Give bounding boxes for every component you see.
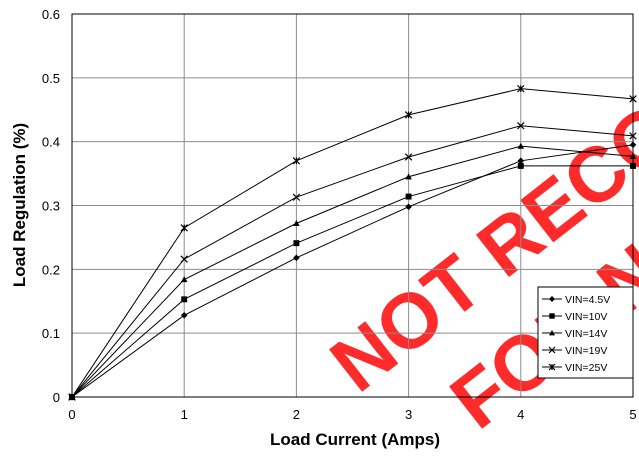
series-line [71,145,634,398]
data-point [629,132,637,140]
y-tick-label: 0.1 [42,326,60,341]
legend-label: VIN=4.5V [565,294,610,306]
y-tick-label: 0.4 [42,135,60,150]
legend-marker [549,296,555,302]
marker-stroke [180,255,188,263]
data-point [405,173,412,180]
data-point [629,141,637,149]
data-point [630,162,636,169]
series-group [68,84,637,401]
x-axis-title: Load Current (Amps) [270,430,440,449]
data-point [293,220,300,227]
legend-label: VIN=10V [565,311,607,323]
y-axis-title: Load Regulation (%) [10,123,29,287]
data-point [180,276,188,283]
y-tick-label: 0.2 [42,262,60,277]
data-point [405,203,412,211]
axes: 0 1 2 3 4 5 0 0.1 0.2 0.3 0.4 0.5 0.6 [42,7,637,422]
x-tick-label: 5 [629,407,636,422]
data-point [293,240,300,247]
marker-stroke [292,193,301,201]
legend-marker [549,313,555,319]
legend-marker [548,363,556,371]
legend-label: VIN=14V [565,328,607,340]
data-point [629,153,637,159]
data-point [180,311,188,319]
x-tick-label: 2 [293,407,300,422]
legend-item: VIN=14V [542,328,607,340]
y-tick-label: 0 [53,390,60,405]
data-point [405,193,412,200]
marker-stroke [548,346,556,354]
legend-item: VIN=25V [542,362,607,374]
data-point [68,393,76,401]
y-tick-label: 0.3 [42,199,60,214]
data-point [404,153,413,161]
x-tick-label: 0 [68,407,75,422]
legend-marker [548,346,556,354]
data-point [404,111,413,119]
data-point [293,254,300,262]
legend-item: VIN=4.5V [542,294,610,306]
data-point [629,95,637,103]
legend-item: VIN=10V [542,311,607,323]
legend-marker [549,330,555,336]
y-tick-label: 0.5 [42,71,60,86]
data-point [517,157,525,165]
y-tick-label: 0.6 [42,7,60,22]
data-point [517,162,524,169]
x-tick-label: 4 [517,407,524,422]
marker-stroke [517,121,525,130]
series-line [71,125,634,398]
marker-stroke [404,153,413,161]
legend: VIN=4.5V VIN=10V VIN=14V VIN=19V VIN=25V [537,286,634,379]
marker-stroke [629,132,637,140]
data-point [180,224,188,232]
watermark: NOT RECOMMENDED FOR NEW DESIGNS [314,0,639,445]
data-point [517,121,525,130]
x-tick-label: 3 [405,407,412,422]
data-point [517,142,525,149]
data-point [292,157,301,165]
series-line [71,165,633,398]
series-line [71,144,634,398]
legend-label: VIN=25V [565,362,607,374]
data-point [181,296,188,303]
data-point [517,84,525,93]
series-line [71,88,634,398]
data-point [292,193,301,201]
series-VIN=25V [68,84,637,401]
plot-area-border [71,13,634,398]
x-tick-label: 1 [181,407,188,422]
legend-label: VIN=19V [565,345,607,357]
data-point [180,255,188,263]
legend-item: VIN=19V [542,345,607,357]
